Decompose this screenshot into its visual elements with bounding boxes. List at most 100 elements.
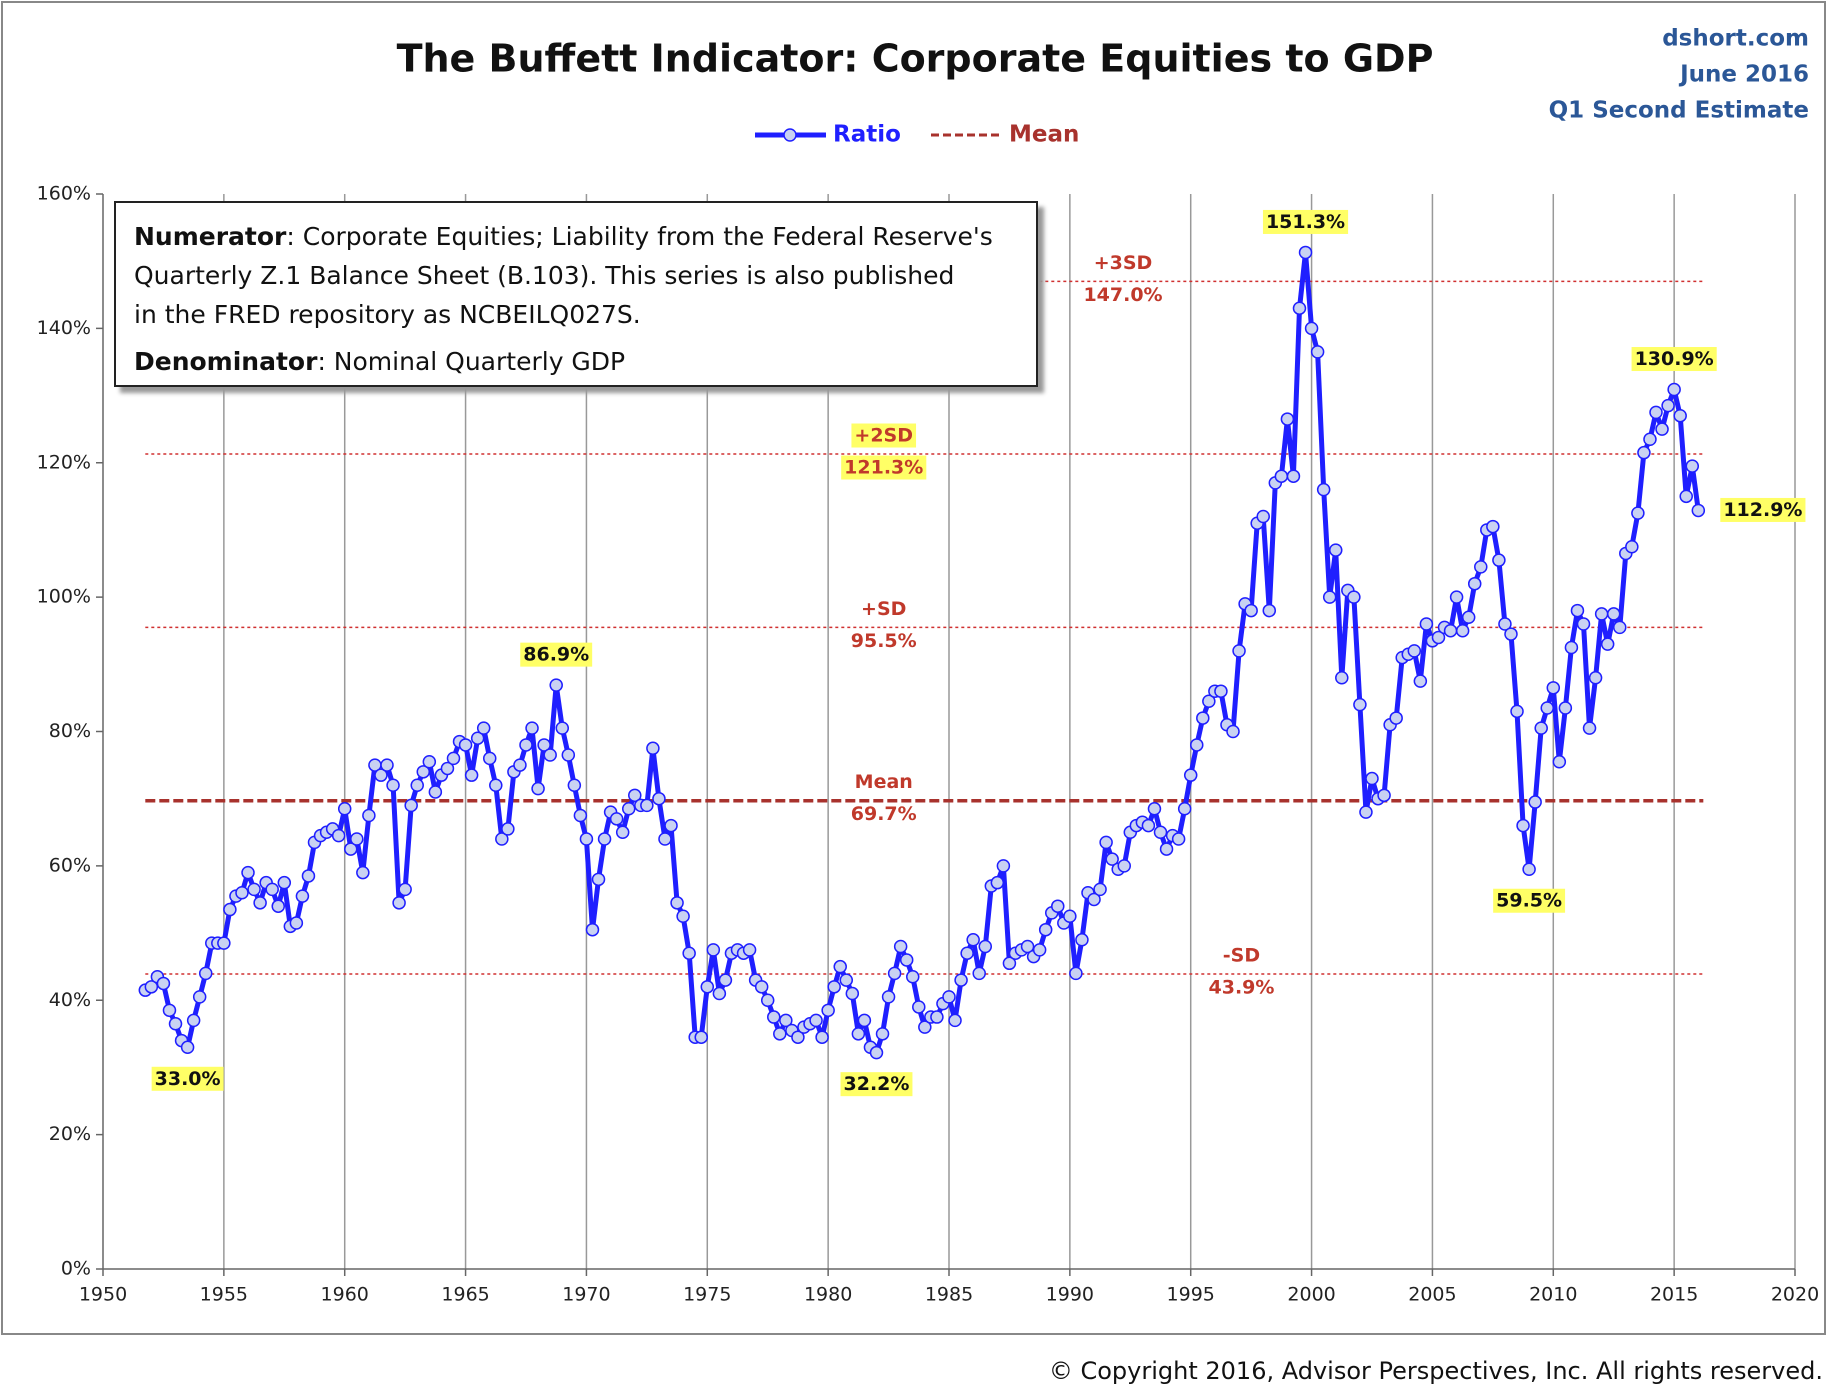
note-text: Quarterly Z.1 Balance Sheet (B.103). Thi… xyxy=(134,261,955,290)
label-highlight xyxy=(840,1072,913,1097)
data-point xyxy=(1582,721,1597,735)
data-point xyxy=(1655,422,1669,436)
note-label: Denominator xyxy=(134,347,318,376)
data-point xyxy=(597,832,612,846)
annotation: 32.2% xyxy=(844,1073,910,1095)
data-point xyxy=(235,886,249,900)
data-point xyxy=(1105,852,1119,866)
data-point xyxy=(887,966,902,981)
data-point xyxy=(1322,590,1337,604)
note-label: Numerator xyxy=(134,222,287,251)
y-tick-label: 140% xyxy=(37,317,91,339)
label-highlight xyxy=(1631,347,1717,372)
data-point xyxy=(162,1003,177,1018)
data-point xyxy=(1365,771,1379,786)
data-point xyxy=(458,738,473,752)
data-point xyxy=(180,1040,195,1055)
data-point xyxy=(621,802,636,816)
data-point xyxy=(1534,721,1548,735)
data-point xyxy=(640,798,654,813)
data-point xyxy=(1310,345,1325,359)
data-point xyxy=(337,802,352,816)
data-point xyxy=(525,721,539,735)
data-point xyxy=(1474,560,1488,574)
data-point xyxy=(1546,681,1561,695)
data-point xyxy=(241,865,255,880)
data-point xyxy=(1443,623,1458,638)
data-point xyxy=(265,882,279,897)
data-point xyxy=(1183,768,1198,782)
data-point xyxy=(1292,301,1307,315)
data-point xyxy=(1552,754,1567,769)
x-tick-label: 1975 xyxy=(683,1284,731,1306)
data-point xyxy=(996,859,1011,873)
data-point xyxy=(410,778,424,792)
data-point xyxy=(543,748,557,762)
data-point xyxy=(912,1000,926,1014)
data-point xyxy=(646,741,660,756)
data-point xyxy=(1232,644,1246,658)
data-point xyxy=(1540,701,1554,715)
data-point xyxy=(809,1013,823,1028)
data-point xyxy=(1492,553,1506,567)
annotation: 33.0% xyxy=(155,1068,221,1090)
note-paragraph: Denominator: Nominal Quarterly GDP xyxy=(134,342,1018,381)
data-point xyxy=(1202,694,1216,709)
x-tick-label: 2005 xyxy=(1408,1284,1456,1306)
data-point xyxy=(416,765,431,779)
data-point xyxy=(815,1030,829,1044)
data-point xyxy=(1679,489,1693,504)
x-tick-label: 1950 xyxy=(79,1284,127,1306)
reference-value: 147.0% xyxy=(1083,284,1162,306)
data-point xyxy=(579,832,594,846)
data-point xyxy=(1558,701,1573,715)
legend-marker xyxy=(783,128,797,142)
data-point xyxy=(356,865,370,880)
note-text: : Corporate Equities; Liability from the… xyxy=(286,222,993,251)
data-point xyxy=(718,973,733,987)
data-point xyxy=(1407,644,1422,658)
data-point xyxy=(295,889,310,903)
data-point xyxy=(1147,802,1162,816)
annotation: 112.9% xyxy=(1723,499,1802,521)
data-point xyxy=(223,902,237,917)
data-point xyxy=(344,842,358,856)
reference-value: 95.5% xyxy=(851,630,917,652)
data-point xyxy=(1274,469,1289,483)
data-point xyxy=(899,953,914,967)
data-point xyxy=(168,1017,183,1031)
data-point xyxy=(1328,543,1343,557)
data-point xyxy=(1625,539,1639,554)
data-point xyxy=(271,899,285,913)
data-point xyxy=(1667,382,1681,397)
data-point xyxy=(495,832,509,846)
data-point xyxy=(561,748,576,762)
data-point xyxy=(531,781,545,796)
data-point xyxy=(905,969,920,984)
data-point xyxy=(1606,607,1621,621)
data-point xyxy=(513,758,527,772)
data-point xyxy=(392,896,406,910)
data-point xyxy=(1486,519,1500,534)
data-point xyxy=(386,778,400,792)
data-point xyxy=(1510,704,1524,719)
data-point xyxy=(156,976,171,991)
data-point xyxy=(966,933,980,947)
reference-value: 69.7% xyxy=(851,803,917,825)
data-point xyxy=(1431,630,1446,645)
data-point xyxy=(398,882,412,897)
data-point xyxy=(1304,321,1319,336)
data-point xyxy=(1570,603,1585,618)
data-point xyxy=(893,939,908,954)
data-point xyxy=(754,980,769,994)
x-tick-label: 1955 xyxy=(200,1284,248,1306)
x-tick-label: 1980 xyxy=(804,1284,852,1306)
data-point xyxy=(301,869,316,883)
legend-label: Mean xyxy=(1009,122,1079,148)
data-point xyxy=(1691,503,1706,518)
data-point xyxy=(374,768,388,782)
data-point xyxy=(845,986,860,1001)
data-point xyxy=(1286,469,1301,483)
data-point xyxy=(1280,412,1295,426)
